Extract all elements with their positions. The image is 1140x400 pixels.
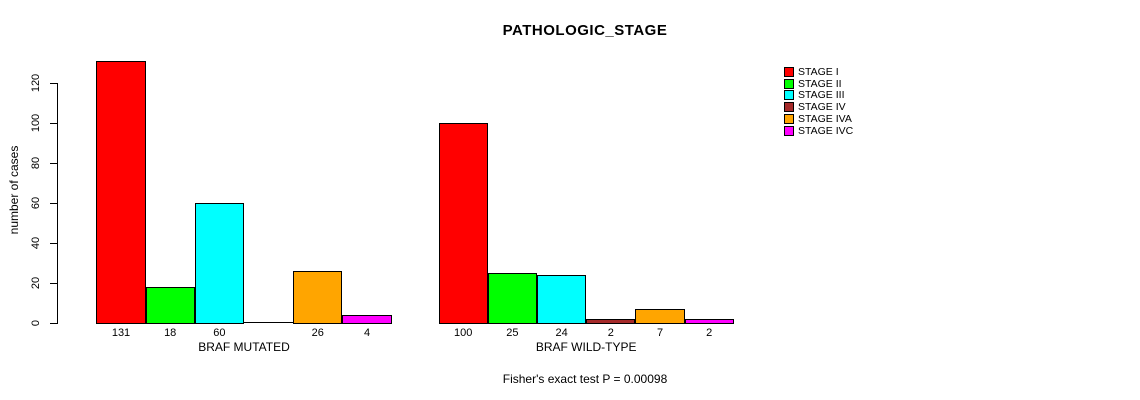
- bar-value-label: 25: [506, 327, 519, 339]
- legend-label: STAGE III: [798, 89, 845, 102]
- y-axis-tick: [50, 323, 57, 324]
- bar: [145, 287, 195, 324]
- zero-height-bar: [244, 322, 294, 323]
- y-axis-tick: [50, 283, 57, 284]
- legend-swatch: [784, 90, 794, 101]
- legend-label: STAGE II: [798, 77, 842, 90]
- y-axis-tick: [50, 243, 57, 244]
- bar: [586, 319, 636, 324]
- bar-value-label: 24: [555, 327, 568, 339]
- legend-swatch: [784, 78, 794, 89]
- legend-label: STAGE IVA: [798, 112, 852, 125]
- group-label: BRAF WILD-TYPE: [535, 340, 637, 354]
- y-axis-tick-label: 120: [30, 73, 42, 93]
- group-label: BRAF MUTATED: [198, 340, 290, 354]
- y-axis-tick-label: 80: [30, 156, 42, 170]
- legend-label: STAGE IVC: [798, 124, 854, 137]
- bar-value-label: 26: [311, 327, 324, 339]
- bar-value-label: 2: [607, 327, 614, 339]
- y-axis-line: [57, 83, 58, 324]
- legend-label: STAGE IV: [798, 101, 846, 114]
- bar: [194, 203, 244, 324]
- y-axis-tick: [50, 83, 57, 84]
- bar: [96, 61, 146, 324]
- bar: [293, 271, 343, 324]
- y-axis-title: number of cases: [7, 145, 21, 235]
- y-axis-tick: [50, 123, 57, 124]
- bar: [684, 319, 734, 324]
- y-axis-tick-label: 60: [30, 196, 42, 210]
- bar-value-label: 7: [656, 327, 664, 339]
- chart-title: PATHOLOGIC_STAGE: [502, 22, 668, 39]
- y-axis-tick: [50, 163, 57, 164]
- bar-value-label: 4: [363, 327, 371, 339]
- y-axis-tick: [50, 203, 57, 204]
- legend-swatch: [784, 102, 794, 113]
- bar-value-label: 60: [213, 327, 226, 339]
- bar-value-label: 131: [111, 327, 131, 339]
- bar-value-label: 2: [706, 327, 713, 339]
- y-axis-tick-label: 100: [30, 113, 42, 133]
- legend-swatch: [784, 113, 794, 124]
- y-axis-tick-label: 40: [30, 236, 42, 250]
- y-axis-tick-label: 0: [30, 319, 42, 327]
- bar-value-label: 18: [164, 327, 177, 339]
- bar: [635, 309, 685, 324]
- y-axis-tick-label: 20: [30, 276, 42, 290]
- legend-swatch: [784, 125, 794, 136]
- legend-swatch: [784, 67, 794, 77]
- bar: [438, 123, 488, 324]
- bar: [487, 273, 537, 324]
- legend-label: STAGE I: [798, 66, 839, 78]
- bar: [342, 315, 392, 324]
- bar-value-label: 100: [454, 327, 473, 339]
- stat-annotation: Fisher's exact test P = 0.00098: [502, 372, 668, 386]
- bar: [537, 275, 587, 324]
